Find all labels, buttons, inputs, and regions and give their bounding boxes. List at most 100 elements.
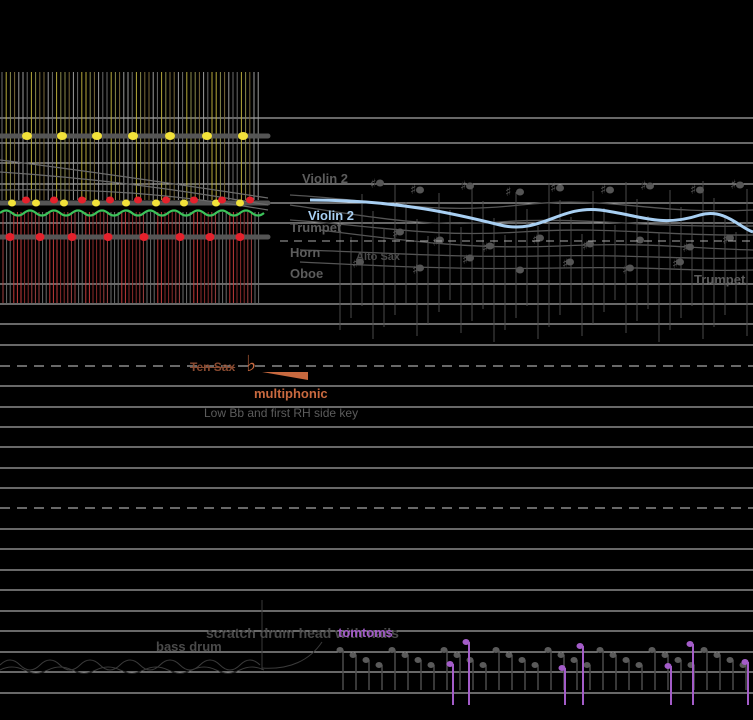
red-note-head — [134, 196, 142, 204]
sharp-icon: ♯ — [410, 183, 416, 198]
sharp-icon: ♯ — [550, 181, 556, 196]
label-trumpet-right: Trumpet — [694, 272, 746, 287]
tomtom-note-head — [349, 652, 357, 658]
yellow-note-head — [152, 199, 160, 207]
red-note-head — [35, 233, 45, 241]
tomtom-note-head — [479, 662, 487, 668]
ensemble-note-head — [586, 240, 594, 248]
tomtom-note-head — [622, 657, 630, 663]
label-fingering-note: Low Bb and first RH side key — [204, 406, 359, 420]
ten-sax-flat-icon: ♭ — [246, 352, 257, 377]
sharp-icon: ♯ — [352, 257, 358, 272]
tomtom-note-head — [492, 647, 500, 653]
tomtom-note-head — [726, 657, 734, 663]
tomtom-note-head — [505, 652, 513, 658]
yellow-note-head — [57, 132, 67, 140]
ensemble-note-head — [436, 236, 444, 244]
tomtom-note-head — [570, 657, 578, 663]
ensemble-note-head — [516, 188, 524, 196]
tomtom-note-head — [440, 647, 448, 653]
tomtom-note-head — [453, 652, 461, 658]
sharp-icon: ♯ — [722, 233, 728, 248]
ensemble-note-head — [566, 258, 574, 266]
tomtom-note-head — [609, 652, 617, 658]
tomtom-note-head — [596, 647, 604, 653]
sharp-icon: ♯ — [562, 257, 568, 272]
tomtom-accent-head — [462, 639, 470, 645]
tomtom-note-head — [414, 657, 422, 663]
tomtom-note-head — [518, 657, 526, 663]
sharp-icon: ♯ — [482, 241, 488, 256]
label-oboe: Oboe — [290, 266, 324, 281]
red-note-head — [175, 233, 185, 241]
red-note-head — [190, 196, 198, 204]
ensemble-note-head — [676, 258, 684, 266]
ensemble-note-head — [416, 264, 424, 272]
sharp-icon: ♯ — [640, 179, 646, 194]
tomtom-grey-notes — [336, 647, 747, 690]
ensemble-note-head — [726, 234, 734, 242]
tomtom-note-head — [713, 652, 721, 658]
yellow-note-head — [92, 199, 100, 207]
ensemble-note-head — [396, 228, 404, 236]
tomtom-note-head — [401, 652, 409, 658]
tomtom-purple-notes — [446, 639, 749, 705]
green-trill-wave — [0, 209, 265, 217]
label-trumpet-left: Trumpet — [290, 220, 342, 235]
ensemble-note-head — [466, 254, 474, 262]
sharp-icon: ♯ — [505, 185, 511, 200]
red-note-head — [162, 196, 170, 204]
label-violin2-upper: Violin 2 — [302, 171, 348, 186]
left-gliss-curves — [0, 159, 269, 211]
sharp-icon: ♯ — [392, 227, 398, 242]
ensemble-note-head — [356, 258, 364, 266]
ensemble-note-heads — [356, 179, 744, 274]
tomtom-note-head — [661, 652, 669, 658]
ensemble-note-head — [536, 234, 544, 242]
red-note-head — [50, 196, 58, 204]
label-horn: Horn — [290, 245, 321, 260]
red-note-head — [78, 196, 86, 204]
red-note-head — [106, 196, 114, 204]
tomtom-note-head — [648, 647, 656, 653]
yellow-note-head — [22, 132, 32, 140]
tomtom-note-head — [700, 647, 708, 653]
label-alto-sax: Alto Sax — [356, 251, 401, 263]
yellow-note-head — [122, 199, 130, 207]
sharp-icon: ♯ — [690, 183, 696, 198]
red-note-head — [235, 233, 245, 241]
tomtom-accent-head — [664, 663, 672, 669]
ensemble-sharps: ♯♯♯♯♯♯♯♯♯♯♯♯♯♯♯♯♯♯♯♯♯♯ — [352, 177, 736, 278]
red-note-head — [218, 196, 226, 204]
violin2-highlight-curve — [309, 198, 753, 234]
tomtom-note-head — [583, 662, 591, 668]
ensemble-note-stems — [339, 181, 748, 342]
tomtom-note-head — [336, 647, 344, 653]
ensemble-note-head — [376, 179, 384, 187]
tomtom-note-head — [362, 657, 370, 663]
tomtom-accent-head — [446, 661, 454, 667]
sharp-icon: ♯ — [672, 257, 678, 272]
tomtom-accent-head — [558, 665, 566, 671]
red-note-head — [22, 196, 30, 204]
sharp-icon: ♯ — [432, 235, 438, 250]
yellow-note-head — [236, 199, 244, 207]
yellow-note-head — [180, 199, 188, 207]
ensemble-note-head — [736, 181, 744, 189]
sharp-icon: ♯ — [730, 178, 736, 193]
ensemble-note-head — [626, 264, 634, 272]
tomtom-accent-head — [686, 641, 694, 647]
yellow-note-head — [128, 132, 138, 140]
sharp-icon: ♯ — [600, 183, 606, 198]
tomtom-note-head — [531, 662, 539, 668]
yellow-note-head — [202, 132, 212, 140]
label-ten-sax: Ten Sax — [190, 360, 236, 374]
ensemble-note-head — [416, 186, 424, 194]
yellow-note-head — [32, 199, 40, 207]
yellow-note-head — [92, 132, 102, 140]
ensemble-note-head — [466, 182, 474, 190]
ensemble-note-head — [646, 182, 654, 190]
label-scratch-note: scratch drum head with nails — [206, 625, 399, 641]
